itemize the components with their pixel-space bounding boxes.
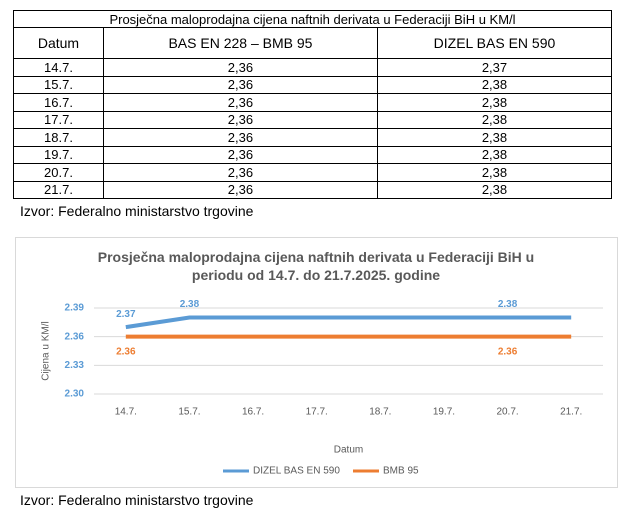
legend-label: DIZEL BAS EN 590 bbox=[253, 466, 340, 477]
table-cell: 20.7. bbox=[13, 163, 104, 182]
table-cell: 2,36 bbox=[102, 110, 378, 129]
table-row: 16.7. 2,36 2,38 bbox=[13, 93, 613, 112]
y-tick-label: 2.30 bbox=[65, 389, 85, 400]
chart-title: Prosječna maloprodajna cijena naftnih de… bbox=[97, 249, 535, 283]
table-row: 21.7. 2,36 2,38 bbox=[13, 180, 613, 199]
table-cell: 2,36 bbox=[102, 180, 378, 199]
x-axis-label: Datum bbox=[334, 445, 363, 456]
chart: Prosječna maloprodajna cijena naftnih de… bbox=[15, 237, 618, 488]
table-cell: 2,38 bbox=[376, 163, 613, 182]
table-row: 15.7. 2,36 2,38 bbox=[13, 75, 613, 94]
column-header: BAS EN 228 – BMB 95 bbox=[102, 27, 378, 59]
table-cell: 21.7. bbox=[13, 180, 104, 199]
table-cell: 2,38 bbox=[376, 110, 613, 129]
x-tick-label: 19.7. bbox=[433, 407, 455, 418]
table-cell: 2,38 bbox=[376, 75, 613, 94]
table-cell: 2,38 bbox=[376, 93, 613, 112]
table-cell: 16.7. bbox=[13, 93, 104, 112]
x-tick-label: 15.7. bbox=[178, 407, 200, 418]
chart-source: Izvor: Federalno ministarstvo trgovine bbox=[20, 492, 254, 508]
table-cell: 2,38 bbox=[376, 145, 613, 164]
price-table: Prosječna maloprodajna cijena naftnih de… bbox=[13, 10, 613, 199]
y-tick-label: 2.39 bbox=[65, 303, 85, 314]
table-source: Izvor: Federalno ministarstvo trgovine bbox=[20, 203, 254, 219]
table-row: 18.7. 2,36 2,38 bbox=[13, 128, 613, 147]
x-tick-label: 14.7. bbox=[115, 407, 137, 418]
table-cell: 2,38 bbox=[376, 128, 613, 147]
data-label: 2.36 bbox=[116, 346, 136, 357]
x-tick-label: 17.7. bbox=[306, 407, 328, 418]
table-row: 20.7. 2,36 2,38 bbox=[13, 163, 613, 182]
data-label: 2.36 bbox=[498, 346, 518, 357]
column-header: Datum bbox=[13, 27, 104, 59]
data-label: 2.38 bbox=[498, 299, 518, 310]
series-line bbox=[125, 315, 572, 330]
table-cell: 2,36 bbox=[102, 163, 378, 182]
column-header: DIZEL BAS EN 590 bbox=[376, 27, 613, 59]
table-cell: 2,36 bbox=[102, 93, 378, 112]
legend-label: BMB 95 bbox=[383, 466, 419, 477]
table-cell: 14.7. bbox=[13, 58, 104, 77]
x-tick-label: 21.7. bbox=[560, 407, 582, 418]
table-cell: 2,36 bbox=[102, 58, 378, 77]
data-label: 2.37 bbox=[116, 309, 136, 320]
data-label: 2.38 bbox=[180, 299, 200, 310]
table-cell: 2,38 bbox=[376, 180, 613, 199]
table-row: 19.7. 2,36 2,38 bbox=[13, 145, 613, 164]
table-cell: 2,36 bbox=[102, 128, 378, 147]
table-cell: 17.7. bbox=[13, 110, 104, 129]
table-cell: 2,36 bbox=[102, 75, 378, 94]
table-title: Prosječna maloprodajna cijena naftnih de… bbox=[13, 10, 612, 28]
x-tick-label: 16.7. bbox=[242, 407, 264, 418]
table-cell: 15.7. bbox=[13, 75, 104, 94]
x-tick-label: 18.7. bbox=[369, 407, 391, 418]
table-cell: 18.7. bbox=[13, 128, 104, 147]
table-cell: 2,36 bbox=[102, 145, 378, 164]
table-row: 17.7. 2,36 2,38 bbox=[13, 110, 613, 129]
x-tick-label: 20.7. bbox=[496, 407, 518, 418]
table-cell: 19.7. bbox=[13, 145, 104, 164]
y-axis-label: Cijena u KM/l bbox=[41, 321, 52, 380]
table-cell: 2,37 bbox=[376, 58, 613, 77]
y-tick-label: 2.36 bbox=[65, 331, 85, 342]
table-row: 14.7. 2,36 2,37 bbox=[13, 58, 613, 77]
y-tick-label: 2.33 bbox=[65, 360, 85, 371]
chart-svg: 2.30 2.33 2.36 2.39 Cijena u KM/l 14.7. 15.7. 1… bbox=[41, 299, 603, 477]
